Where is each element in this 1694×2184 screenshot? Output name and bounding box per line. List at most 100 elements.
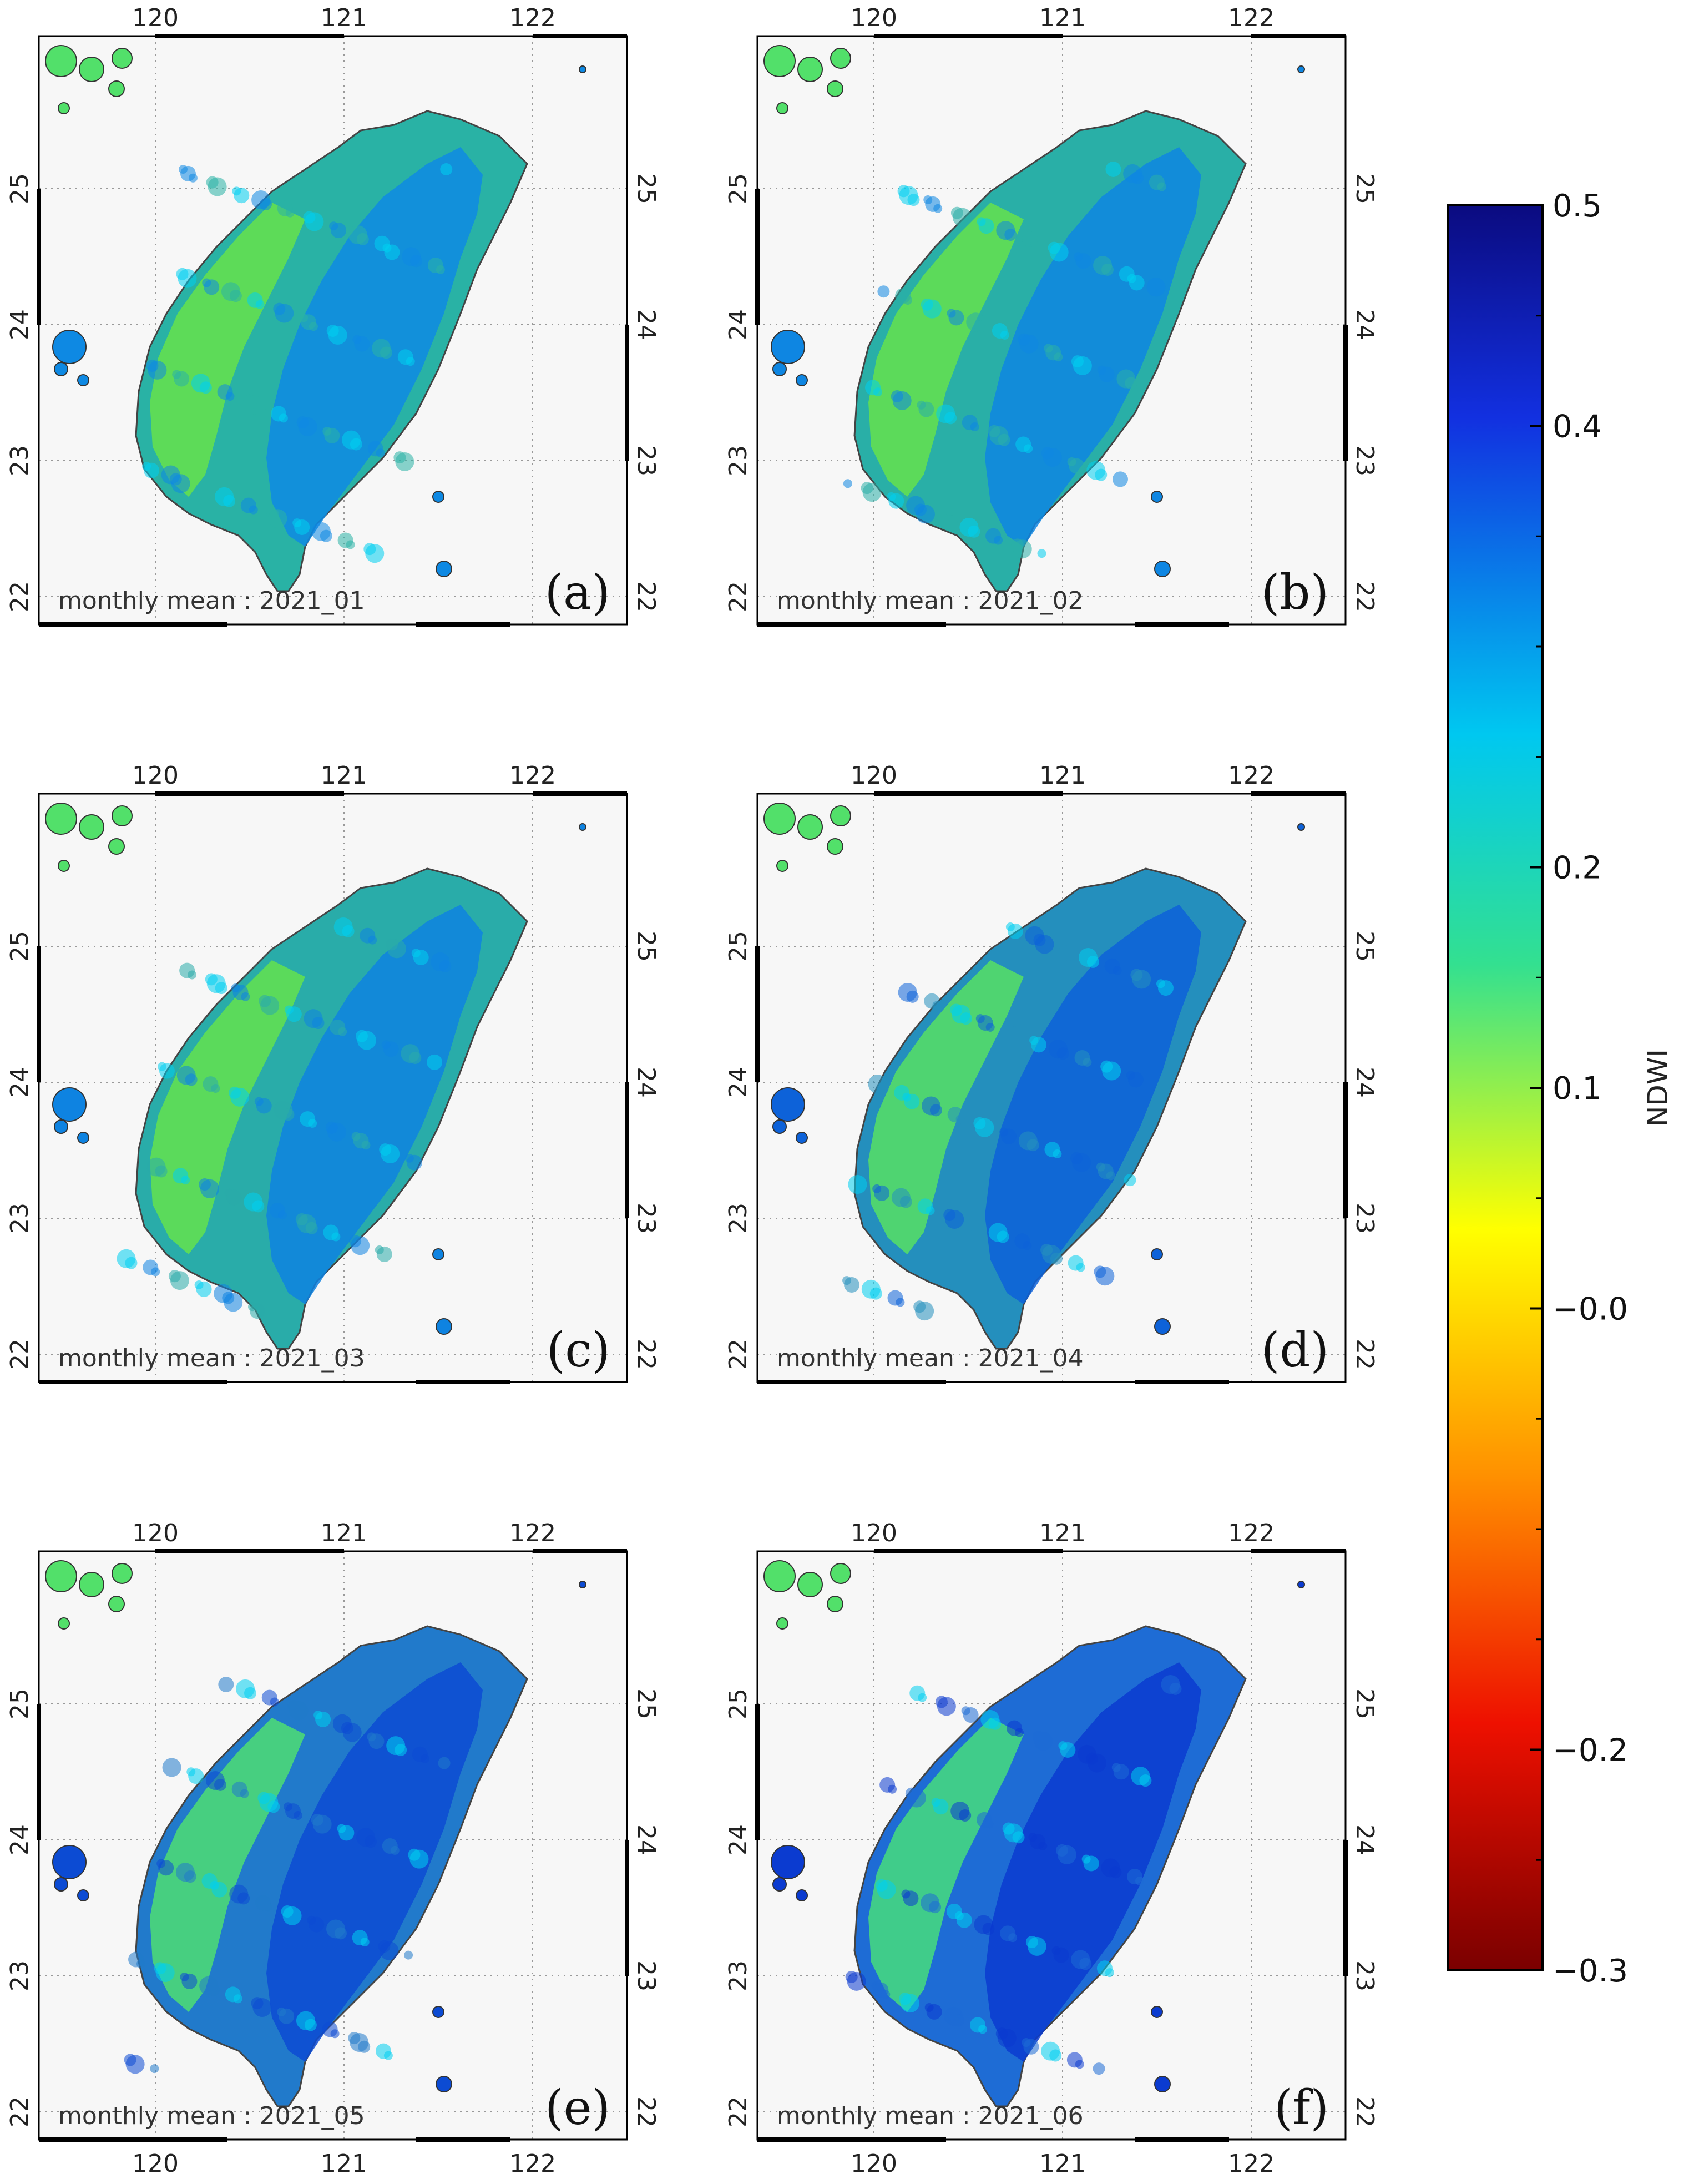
island-cluster: [827, 80, 843, 97]
island-cluster: [79, 1572, 104, 1597]
ndwi-texture-spot: [240, 1789, 249, 1798]
islet: [771, 1845, 805, 1879]
colorbar-tick-label: 0.4: [1553, 409, 1602, 445]
ndwi-texture-spot: [223, 495, 236, 507]
islet: [771, 1087, 805, 1122]
lat-tick-label-left: 23: [6, 445, 34, 476]
lat-tick-label-left: 25: [6, 1688, 34, 1719]
colorbar-tick-label: −0.0: [1553, 1292, 1628, 1328]
lat-tick-label-right: 23: [632, 445, 660, 476]
ndwi-texture-spot: [237, 1892, 250, 1905]
ndwi-texture-spot: [241, 992, 250, 1001]
ndwi-texture-spot: [862, 483, 882, 502]
ndwi-texture-spot: [1057, 1845, 1076, 1864]
ndwi-texture-spot: [368, 1733, 385, 1749]
ndwi-texture-spot: [298, 417, 317, 437]
lon-tick-label: 120: [851, 761, 897, 790]
ndwi-texture-spot: [929, 1104, 942, 1117]
lat-tick-label-right: 22: [1351, 581, 1379, 612]
lon-tick-label-bottom: 122: [509, 2150, 556, 2178]
ndwi-texture-spot: [1004, 228, 1017, 241]
lon-tick-label: 122: [509, 4, 556, 32]
ndwi-texture-spot: [1054, 352, 1063, 362]
map-panel: 120 120 121 121 122 122 22 22 23 23 24 24 25 25 monthl…: [6, 1519, 660, 2178]
lat-tick-label-right: 23: [632, 1203, 660, 1234]
ndwi-texture-spot: [1093, 2062, 1105, 2075]
lon-tick-label: 122: [1228, 4, 1275, 32]
ndwi-texture-spot: [978, 218, 994, 234]
central-mountain-region: [985, 147, 1201, 547]
ndwi-texture-spot: [309, 1916, 325, 1933]
islet: [796, 1132, 808, 1144]
ndwi-texture-spot: [900, 1994, 919, 2013]
ndwi-texture-spot: [211, 1084, 220, 1093]
lat-tick-label-left: 23: [724, 445, 752, 476]
ndwi-texture-spot: [356, 233, 369, 245]
ndwi-texture-spot: [844, 1277, 860, 1293]
ndwi-texture-spot: [215, 982, 227, 995]
ndwi-texture-spot: [970, 422, 979, 432]
ndwi-texture-spot: [338, 1027, 347, 1036]
islet: [579, 65, 586, 73]
lat-tick-label-right: 25: [1351, 173, 1379, 204]
ndwi-texture-spot: [847, 1971, 866, 1991]
islet: [1151, 2006, 1163, 2018]
ndwi-texture-spot: [148, 360, 167, 380]
ndwi-texture-spot: [869, 1287, 882, 1300]
colorbar-tick-label: 0.5: [1553, 188, 1602, 224]
ndwi-texture-spot: [308, 1118, 317, 1128]
ndwi-texture-spot: [1157, 182, 1166, 191]
ndwi-texture-spot: [1095, 1267, 1115, 1286]
ndwi-texture-spot: [406, 1154, 422, 1171]
ndwi-texture-spot: [1000, 330, 1009, 340]
ndwi-texture-spot: [338, 1825, 355, 1841]
ndwi-texture-spot: [1024, 444, 1033, 453]
map-panel: 120 120 121 121 122 122 22 22 23 23 24 24 25 25 monthl…: [724, 1519, 1379, 2178]
ndwi-texture-spot: [952, 208, 972, 227]
ndwi-texture-spot: [1129, 275, 1145, 291]
ndwi-texture-spot: [155, 1963, 175, 1983]
ndwi-texture-spot: [1105, 162, 1121, 177]
ndwi-texture-spot: [963, 1707, 979, 1723]
island-cluster: [830, 1563, 851, 1584]
ndwi-texture-spot: [1086, 955, 1099, 968]
ndwi-texture-spot: [978, 2025, 988, 2034]
ndwi-texture-spot: [427, 1054, 443, 1070]
ndwi-texture-spot: [357, 1031, 376, 1050]
ndwi-texture-spot: [915, 1302, 934, 1321]
panel-letter: (c): [547, 1323, 610, 1378]
colorbar-tick-label: 0.2: [1553, 850, 1602, 886]
ndwi-texture-spot: [383, 2051, 393, 2060]
ndwi-texture-spot: [1053, 1149, 1062, 1158]
ndwi-texture-spot: [267, 1800, 280, 1813]
ndwi-texture-spot: [848, 1175, 867, 1194]
ndwi-texture-spot: [1056, 1047, 1069, 1060]
ndwi-texture-spot: [184, 1870, 196, 1883]
ndwi-texture-spot: [365, 1835, 377, 1848]
ndwi-texture-spot: [229, 290, 242, 302]
ndwi-texture-spot: [1075, 253, 1091, 269]
ndwi-texture-spot: [1113, 1764, 1129, 1780]
ndwi-texture-spot: [926, 2004, 942, 2020]
lon-tick-label: 122: [509, 761, 556, 790]
ndwi-texture-spot: [1169, 1682, 1182, 1695]
ndwi-texture-spot: [439, 960, 452, 972]
lon-tick-label-bottom: 121: [1039, 2150, 1086, 2178]
ndwi-texture-spot: [948, 310, 964, 326]
ndwi-texture-spot: [1023, 2039, 1039, 2055]
islet: [796, 1889, 808, 1901]
ndwi-texture-spot: [334, 1927, 347, 1940]
ndwi-texture-spot: [997, 1230, 1009, 1243]
ndwi-texture-spot: [249, 1303, 265, 1319]
ndwi-texture-spot: [985, 1022, 995, 1032]
island-cluster: [776, 1617, 788, 1630]
ndwi-texture-spot: [178, 269, 197, 288]
ndwi-texture-spot: [155, 1165, 168, 1178]
ndwi-texture-spot: [918, 1693, 927, 1702]
lat-tick-label-left: 22: [724, 581, 752, 612]
ndwi-texture-spot: [896, 1298, 905, 1307]
island-cluster: [830, 805, 851, 826]
ndwi-texture-spot: [330, 2029, 340, 2039]
ndwi-texture-spot: [1083, 1855, 1099, 1872]
ndwi-texture-spot: [1005, 1026, 1024, 1046]
